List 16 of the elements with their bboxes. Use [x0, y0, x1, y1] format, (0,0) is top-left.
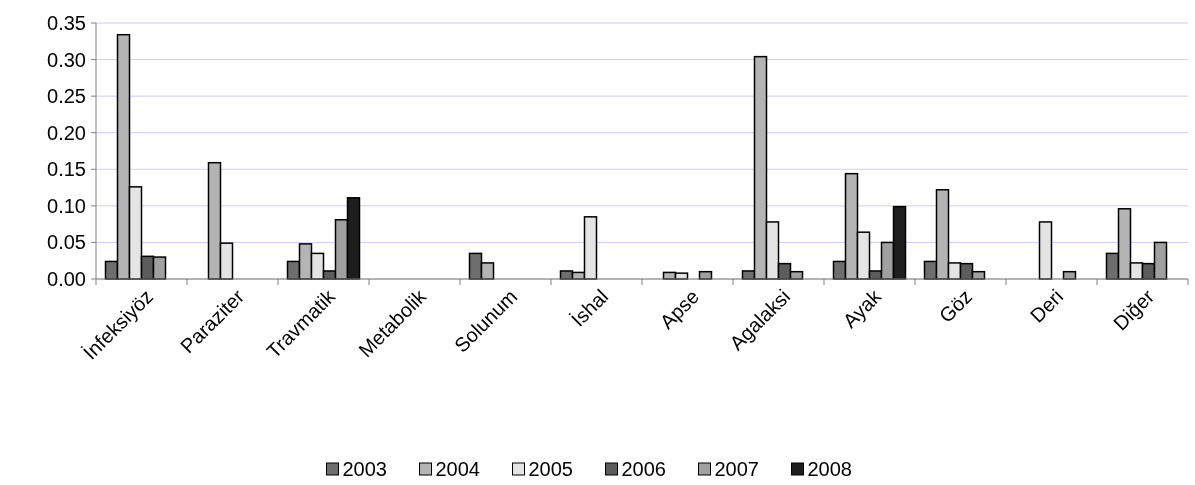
legend-label: 2008 [807, 458, 852, 480]
legend-label: 2003 [342, 458, 387, 480]
y-tick-label: 0.20 [47, 121, 86, 144]
x-tick-label: Göz [934, 285, 977, 327]
y-tick-label: 0.25 [47, 85, 86, 108]
y-tick-label: 0.15 [47, 158, 86, 181]
y-tick-label: 0.00 [47, 268, 86, 290]
legend-label: 2006 [621, 458, 666, 480]
y-tick-label: 0.35 [47, 12, 86, 34]
legend-label: 2004 [435, 458, 480, 480]
legend-label: 2007 [714, 458, 759, 480]
y-tick-label: 0.05 [47, 231, 86, 254]
y-tick-label: 0.30 [47, 48, 86, 71]
y-tick-label: 0.10 [47, 194, 86, 217]
legend-label: 2005 [528, 458, 573, 480]
bar [1038, 221, 1053, 280]
